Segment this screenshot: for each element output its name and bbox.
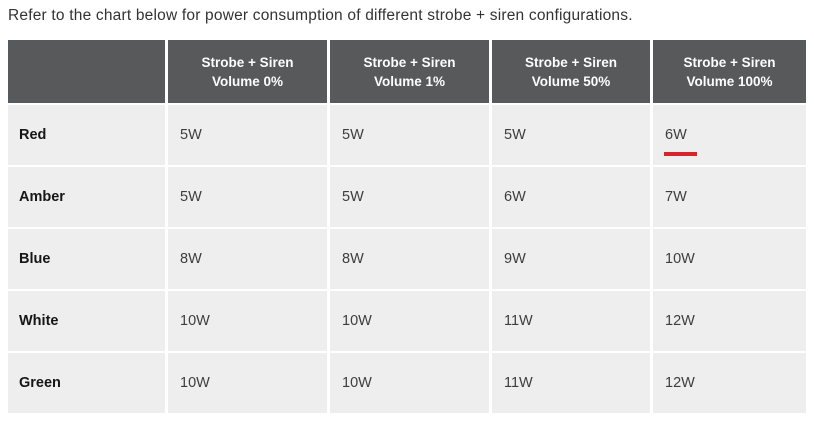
- cell-value: 6W: [665, 127, 687, 143]
- cell-blue-vol100: 10W: [653, 229, 806, 289]
- column-header-line2: Volume 100%: [686, 73, 773, 89]
- column-header-line2: Volume 0%: [211, 73, 284, 89]
- cell-red-vol100: 6W: [653, 105, 806, 165]
- row-label-amber: Amber: [8, 167, 165, 227]
- cell-amber-vol50: 6W: [492, 167, 650, 227]
- cell-green-vol1: 10W: [330, 353, 489, 413]
- column-header-volume-100: Strobe + Siren Volume 100%: [653, 40, 806, 103]
- column-header-line2: Volume 50%: [531, 73, 611, 89]
- cell-green-vol50: 11W: [492, 353, 650, 413]
- column-header-volume-0: Strobe + Siren Volume 0%: [168, 40, 327, 103]
- cell-white-vol0: 10W: [168, 291, 327, 351]
- cell-white-vol100: 12W: [653, 291, 806, 351]
- cell-amber-vol100: 7W: [653, 167, 806, 227]
- cell-green-vol100: 12W: [653, 353, 806, 413]
- column-header-line1: Strobe + Siren: [683, 54, 776, 70]
- cell-white-vol50: 11W: [492, 291, 650, 351]
- row-label-white: White: [8, 291, 165, 351]
- page-title: Refer to the chart below for power consu…: [8, 7, 633, 24]
- cell-white-vol1: 10W: [330, 291, 489, 351]
- column-header-volume-1: Strobe + Siren Volume 1%: [330, 40, 489, 103]
- cell-red-vol0: 5W: [168, 105, 327, 165]
- header-corner-cell: [8, 40, 165, 103]
- cell-red-vol50: 5W: [492, 105, 650, 165]
- column-header-line1: Strobe + Siren: [201, 54, 294, 70]
- cell-green-vol0: 10W: [168, 353, 327, 413]
- cell-amber-vol0: 5W: [168, 167, 327, 227]
- cell-red-vol1: 5W: [330, 105, 489, 165]
- row-label-green: Green: [8, 353, 165, 413]
- column-header-line1: Strobe + Siren: [363, 54, 456, 70]
- power-consumption-table: Strobe + Siren Volume 0% Strobe + Siren …: [8, 40, 806, 413]
- cell-amber-vol1: 5W: [330, 167, 489, 227]
- red-underline-highlight: [664, 152, 697, 156]
- column-header-volume-50: Strobe + Siren Volume 50%: [492, 40, 650, 103]
- cell-blue-vol1: 8W: [330, 229, 489, 289]
- column-header-line2: Volume 1%: [373, 73, 446, 89]
- column-header-line1: Strobe + Siren: [525, 54, 617, 70]
- row-label-red: Red: [8, 105, 165, 165]
- row-label-blue: Blue: [8, 229, 165, 289]
- cell-blue-vol50: 9W: [492, 229, 650, 289]
- cell-blue-vol0: 8W: [168, 229, 327, 289]
